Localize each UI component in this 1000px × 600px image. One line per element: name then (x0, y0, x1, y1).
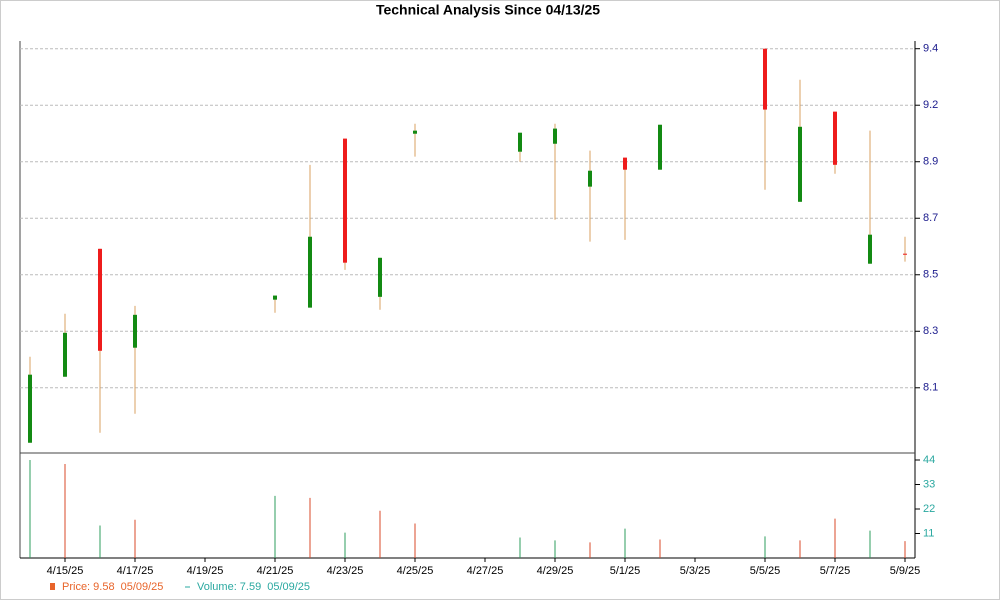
candle-body (588, 170, 592, 187)
candle-body (273, 295, 277, 300)
candle-body (833, 111, 837, 165)
candle-body (518, 132, 522, 152)
candle-body (378, 257, 382, 297)
legend-date: 05/09/25 (267, 581, 310, 593)
y-tick-label: 8.3 (923, 325, 938, 337)
x-tick-label: 4/21/25 (257, 565, 294, 577)
x-tick-label: 5/5/25 (750, 565, 781, 577)
candle-body (98, 248, 102, 351)
candle-body (28, 374, 32, 443)
candle-body (63, 332, 67, 377)
candle-body (413, 130, 417, 134)
legend-swatch (50, 583, 55, 590)
y-tick-label: 8.7 (923, 212, 938, 224)
x-tick-label: 4/23/25 (327, 565, 364, 577)
x-tick-label: 5/1/25 (610, 565, 641, 577)
candle-body (658, 124, 662, 170)
y-tick-label: 8.9 (923, 156, 938, 168)
candle-body (763, 48, 767, 110)
candle-body (798, 126, 802, 202)
candle-body (343, 138, 347, 263)
x-tick-label: 5/9/25 (890, 565, 921, 577)
x-tick-label: 4/25/25 (397, 565, 434, 577)
candle-body (903, 253, 907, 255)
candle-body (623, 157, 627, 170)
candle-body (133, 314, 137, 348)
legend-label: Volume: 7.59 (197, 581, 261, 593)
x-tick-label: 4/27/25 (467, 565, 504, 577)
x-tick-label: 4/17/25 (117, 565, 154, 577)
legend-label: Price: 9.58 (62, 581, 115, 593)
x-tick-label: 5/7/25 (820, 565, 851, 577)
y-tick-label: 8.1 (923, 382, 938, 394)
candle-body (868, 234, 872, 264)
candle-body (553, 128, 557, 144)
volume-tick-label: 33 (923, 478, 935, 490)
x-tick-label: 4/19/25 (187, 565, 224, 577)
x-tick-label: 4/29/25 (537, 565, 574, 577)
candle-body (308, 236, 312, 308)
volume-tick-label: 11 (923, 527, 934, 539)
chart-title: Technical Analysis Since 04/13/25 (376, 2, 600, 18)
y-tick-label: 9.4 (923, 43, 938, 55)
volume-tick-label: 44 (923, 454, 935, 466)
y-tick-label: 8.5 (923, 269, 938, 281)
x-tick-label: 4/15/25 (47, 565, 84, 577)
volume-tick-label: 22 (923, 503, 935, 515)
x-tick-label: 5/3/25 (680, 565, 711, 577)
y-tick-label: 9.2 (923, 99, 938, 111)
legend-date: 05/09/25 (121, 581, 164, 593)
